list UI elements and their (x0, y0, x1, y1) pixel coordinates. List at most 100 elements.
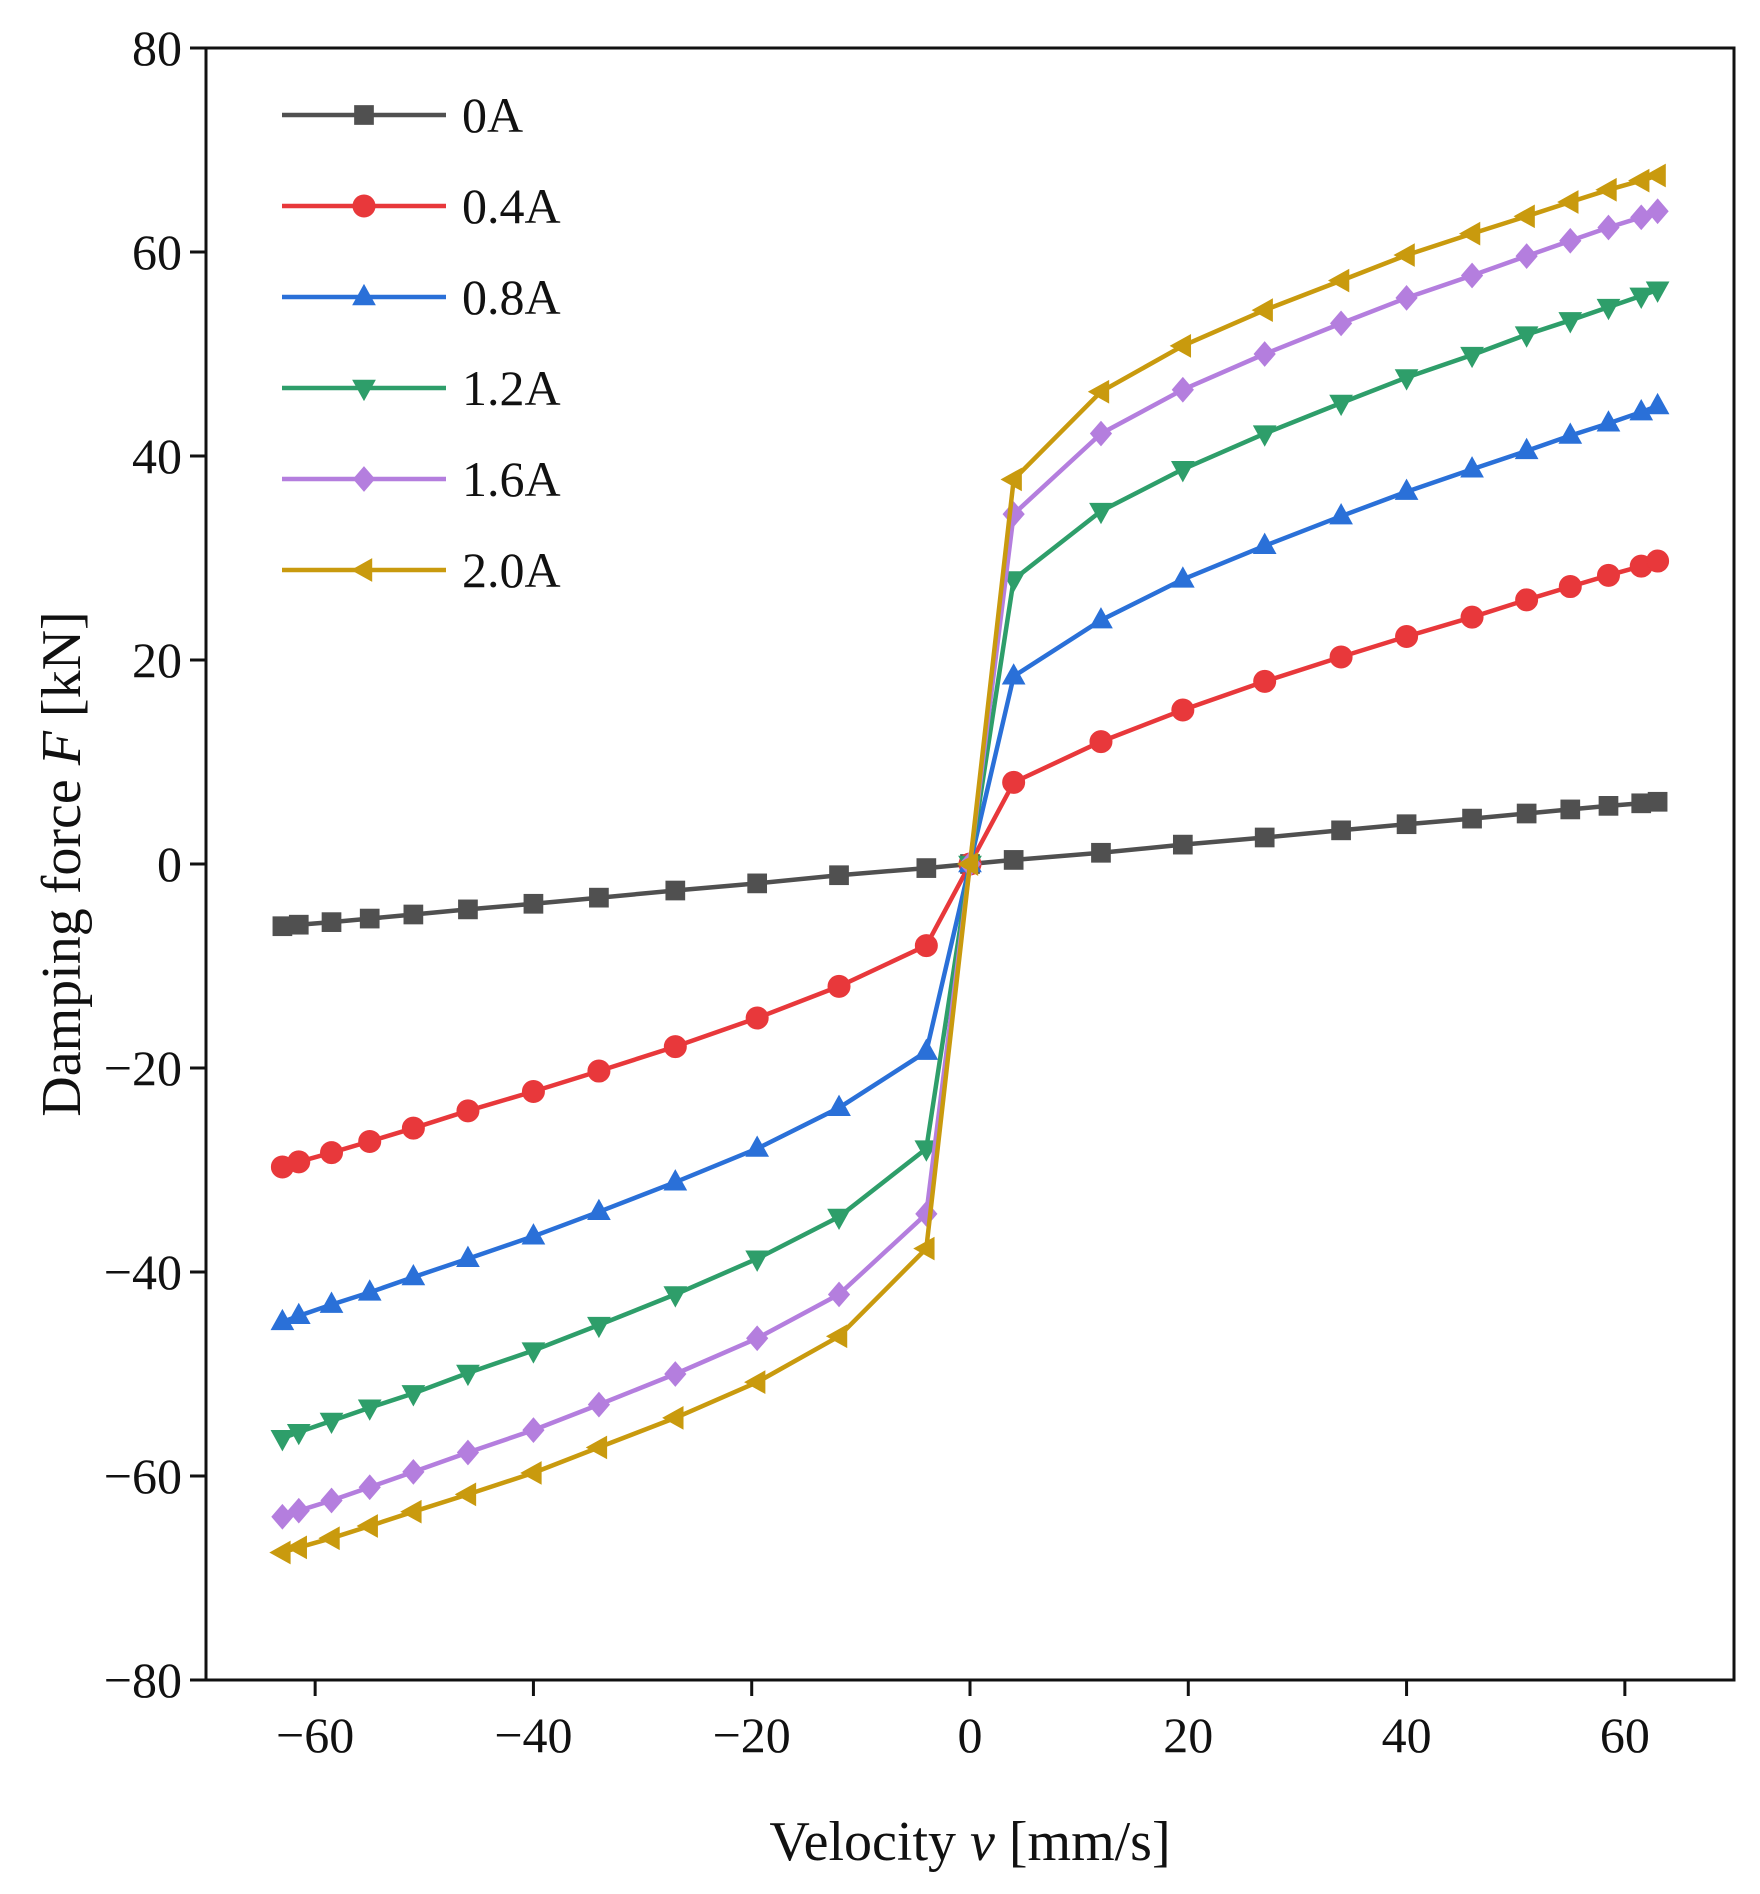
data-point (1327, 268, 1350, 293)
data-point (1645, 281, 1670, 303)
data-point (456, 1099, 480, 1123)
data-point (1394, 369, 1419, 391)
data-point (1595, 177, 1617, 202)
data-point (1329, 394, 1353, 417)
data-point (1087, 379, 1110, 404)
data-point (1596, 298, 1621, 321)
data-point (401, 1385, 426, 1407)
data-point (1558, 312, 1583, 334)
data-point (1629, 287, 1654, 309)
data-point (319, 1291, 344, 1313)
data-point (400, 1499, 422, 1524)
legend-label: 2.0A (462, 542, 561, 598)
y-tick-label: 80 (132, 20, 182, 76)
legend-marker (352, 466, 376, 492)
legend-marker (354, 105, 374, 125)
data-point (319, 1412, 344, 1435)
data-point (269, 1540, 291, 1565)
data-point (523, 893, 544, 914)
y-tick-label: 20 (132, 632, 182, 688)
data-point (1169, 333, 1192, 358)
y-tick-label: 60 (132, 224, 182, 280)
x-tick-label: −60 (276, 1707, 354, 1763)
y-axis-title-suffix: [kN] (31, 611, 93, 731)
data-point (1089, 502, 1113, 525)
data-point (1000, 467, 1022, 492)
data-point (1171, 698, 1195, 722)
data-point (1628, 168, 1650, 193)
data-point (456, 1439, 480, 1466)
data-point (1395, 625, 1419, 649)
data-point (1003, 850, 1024, 870)
data-point (318, 1526, 340, 1551)
legend-item: 1.6A (282, 451, 561, 507)
data-point (521, 1342, 546, 1364)
data-point (1251, 298, 1273, 322)
data-point (402, 1459, 425, 1485)
data-point (745, 1250, 770, 1272)
data-point (829, 865, 849, 886)
data-point (916, 858, 937, 878)
data-point (358, 1129, 382, 1153)
legend-marker (352, 194, 376, 218)
data-point (1170, 566, 1195, 588)
data-point (1460, 346, 1484, 369)
data-point (287, 1150, 311, 1174)
data-point (1460, 456, 1484, 478)
data-point (746, 1325, 769, 1352)
data-point (1558, 575, 1582, 599)
data-point (825, 1324, 848, 1349)
data-point (1002, 770, 1026, 794)
data-point (1460, 262, 1484, 289)
data-point (745, 1135, 770, 1157)
data-point (587, 1316, 611, 1339)
data-point (401, 1263, 426, 1286)
data-point (827, 974, 851, 998)
data-point (1598, 796, 1619, 816)
data-point (357, 1399, 382, 1421)
data-point (1559, 227, 1582, 254)
data-point (1395, 285, 1418, 311)
data-point (1254, 827, 1275, 848)
data-point (956, 852, 979, 876)
data-point (587, 1059, 611, 1083)
data-point (1001, 663, 1026, 685)
x-axis-title: Velocity v [mm/s] (769, 1811, 1170, 1873)
x-tick-label: −20 (713, 1707, 791, 1763)
data-point (1462, 808, 1482, 829)
data-point (1331, 820, 1351, 841)
data-point (1253, 669, 1277, 693)
data-point (744, 1370, 766, 1395)
data-point (1558, 422, 1583, 444)
data-point (827, 1281, 851, 1308)
legend-label: 0.8A (462, 269, 561, 325)
data-point (1394, 478, 1419, 500)
data-point (285, 1535, 307, 1560)
y-tick-label: 0 (157, 836, 182, 892)
data-point (1171, 376, 1194, 403)
data-point (827, 1094, 851, 1116)
data-point (1645, 392, 1670, 415)
data-point (288, 914, 309, 935)
data-point (357, 1279, 382, 1301)
legend-label: 0.4A (462, 178, 561, 234)
data-point (1597, 214, 1620, 241)
data-point (1647, 791, 1668, 812)
data-point (662, 1406, 684, 1430)
data-point (914, 1140, 939, 1162)
data-point (456, 1364, 480, 1387)
legend-item: 0.8A (282, 269, 561, 325)
data-point (1644, 163, 1666, 188)
data-point (1646, 549, 1670, 573)
data-point (521, 1079, 545, 1103)
data-point (585, 1435, 608, 1460)
data-point (1252, 532, 1277, 554)
x-tick-label: 60 (1600, 1707, 1650, 1763)
data-point (270, 1308, 295, 1331)
data-point (320, 1487, 343, 1514)
data-point (914, 1038, 939, 1060)
data-point (587, 1391, 611, 1418)
data-point (1253, 341, 1276, 367)
